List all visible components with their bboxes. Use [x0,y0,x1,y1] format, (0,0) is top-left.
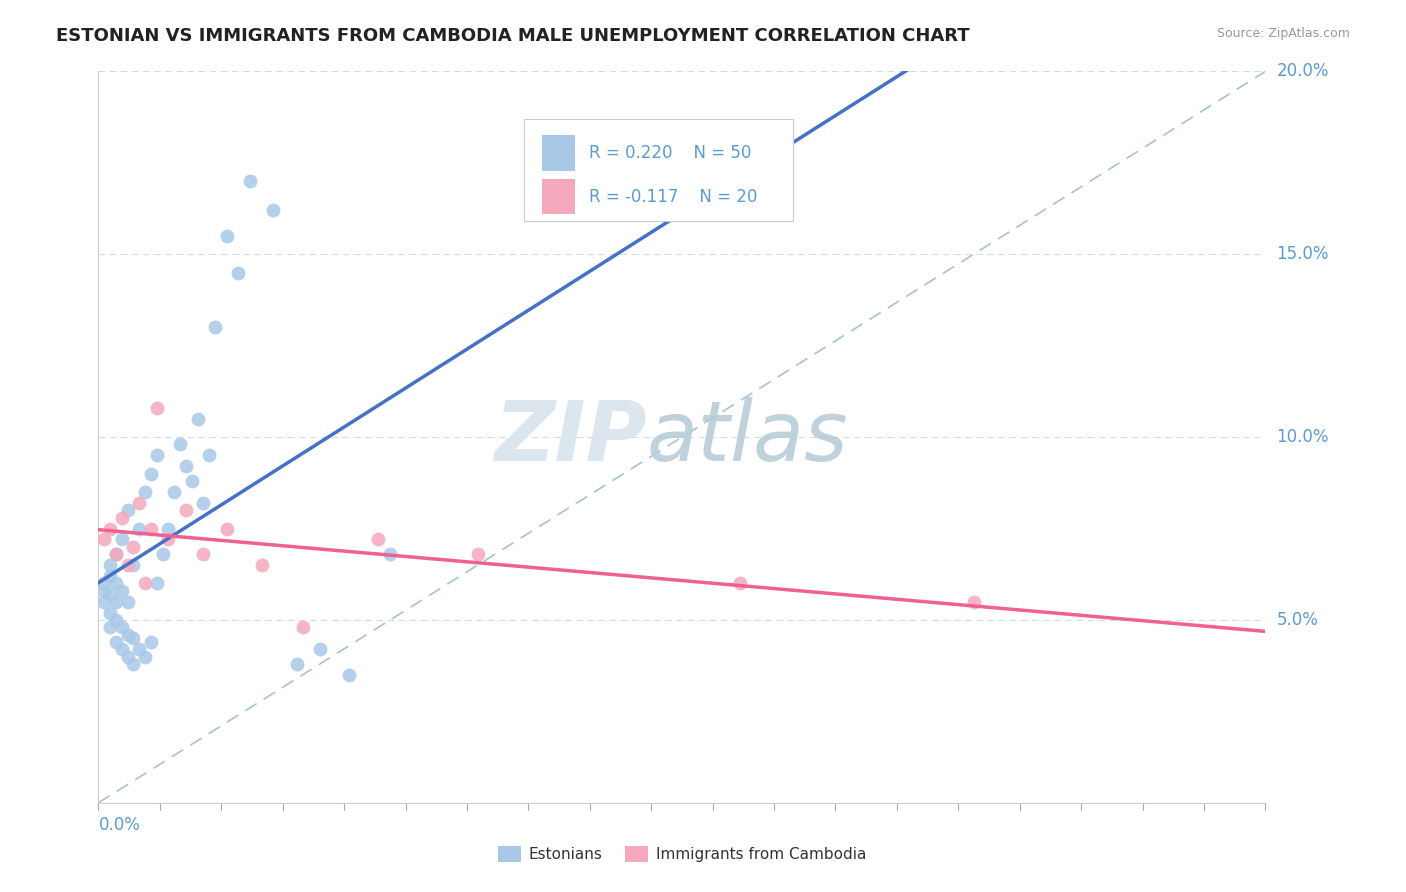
Point [146,448,169,462]
Point [117,503,139,517]
Point [111,620,134,634]
Point [163,485,186,500]
Point [139,521,162,535]
FancyBboxPatch shape [541,179,575,214]
Point [117,649,139,664]
Point [111,510,134,524]
Point [239,174,262,188]
Point [228,266,250,280]
Point [134,576,156,591]
Text: 20.0%: 20.0% [1277,62,1329,80]
Point [128,521,150,535]
Point [187,412,209,426]
Point [134,649,156,664]
Point [98,620,121,634]
Point [111,583,134,598]
Point [104,547,127,561]
Point [104,547,127,561]
Point [180,474,202,488]
Text: 10.0%: 10.0% [1277,428,1329,446]
Point [98,521,121,535]
Point [204,320,226,334]
FancyBboxPatch shape [524,119,793,221]
Point [152,547,174,561]
Point [93,583,115,598]
Point [122,540,145,554]
Point [122,632,145,646]
Point [117,594,139,608]
Point [93,533,115,547]
Point [169,437,191,451]
Point [139,467,162,481]
Text: 5.0%: 5.0% [1277,611,1319,629]
Point [139,635,162,649]
Point [122,558,145,573]
Point [380,547,402,561]
Point [193,547,215,561]
Point [98,569,121,583]
Point [250,558,273,573]
Point [309,642,332,657]
Point [146,576,169,591]
Point [215,229,238,244]
Point [262,203,284,218]
Point [104,635,127,649]
Point [111,533,134,547]
Text: atlas: atlas [647,397,849,477]
Point [193,496,215,510]
Point [291,620,314,634]
Text: ESTONIAN VS IMMIGRANTS FROM CAMBODIA MALE UNEMPLOYMENT CORRELATION CHART: ESTONIAN VS IMMIGRANTS FROM CAMBODIA MAL… [56,27,970,45]
Point [337,667,360,681]
Point [467,547,489,561]
Point [104,613,127,627]
Text: ZIP: ZIP [495,397,647,477]
Point [93,576,115,591]
Point [128,496,150,510]
Point [367,533,389,547]
FancyBboxPatch shape [541,136,575,170]
Text: 0.0%: 0.0% [98,816,141,834]
Point [174,459,197,474]
Point [285,657,308,671]
Point [730,576,752,591]
Point [157,521,180,535]
Point [104,594,127,608]
Point [117,558,139,573]
Point [111,642,134,657]
Point [146,401,169,415]
Point [215,521,238,535]
Point [104,576,127,591]
Point [157,533,180,547]
Point [98,558,121,573]
Point [122,657,145,671]
Point [98,587,121,601]
Point [93,594,115,608]
Point [174,503,197,517]
Text: R = -0.117    N = 20: R = -0.117 N = 20 [589,187,756,206]
Text: R = 0.220    N = 50: R = 0.220 N = 50 [589,144,751,162]
Point [117,627,139,641]
Point [134,485,156,500]
Point [198,448,221,462]
Text: 15.0%: 15.0% [1277,245,1329,263]
Point [962,594,984,608]
Point [98,606,121,620]
Legend: Estonians, Immigrants from Cambodia: Estonians, Immigrants from Cambodia [492,840,872,868]
Point [128,642,150,657]
Text: Source: ZipAtlas.com: Source: ZipAtlas.com [1216,27,1350,40]
